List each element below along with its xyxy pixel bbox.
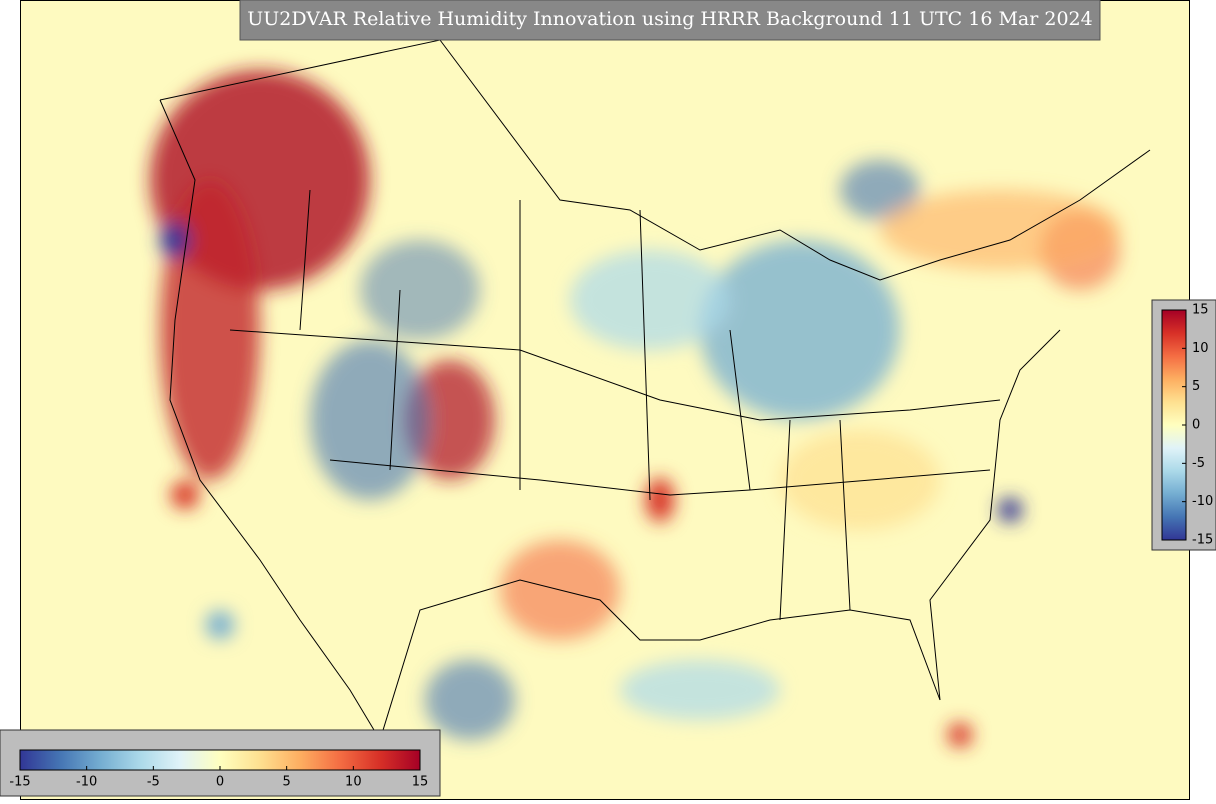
- colorbar-tick-label: 0: [216, 775, 224, 790]
- colorbar-tick-label: -10: [76, 775, 97, 790]
- colorbar-tick-label: -15: [9, 775, 30, 790]
- colorbar-tick-label: -5: [147, 775, 160, 790]
- colorbar-tick-label: 5: [1192, 379, 1200, 394]
- humidity-field: [20, 0, 1190, 800]
- colorbar-tick-label: 15: [412, 775, 429, 790]
- colorbar-tick-label: 10: [345, 775, 362, 790]
- colorbar-tick-label: 0: [1192, 418, 1200, 433]
- colorbars: -15 -10 -5 0 5 10 15 -15 -10 -5 0 5 10 15: [0, 299, 1216, 797]
- title-box: [239, 0, 1101, 41]
- colorbar-tick-label: 10: [1192, 341, 1209, 356]
- colorbar-tick-label: 5: [283, 775, 291, 790]
- map-title: UU2DVAR Relative Humidity Innovation usi…: [247, 8, 1092, 30]
- colorbar-tick-label: -5: [1192, 456, 1205, 471]
- colorbar-tick-label: -10: [1192, 494, 1213, 509]
- colorbar-tick-label: 15: [1192, 303, 1209, 318]
- colorbar-tick-label: -15: [1192, 533, 1213, 548]
